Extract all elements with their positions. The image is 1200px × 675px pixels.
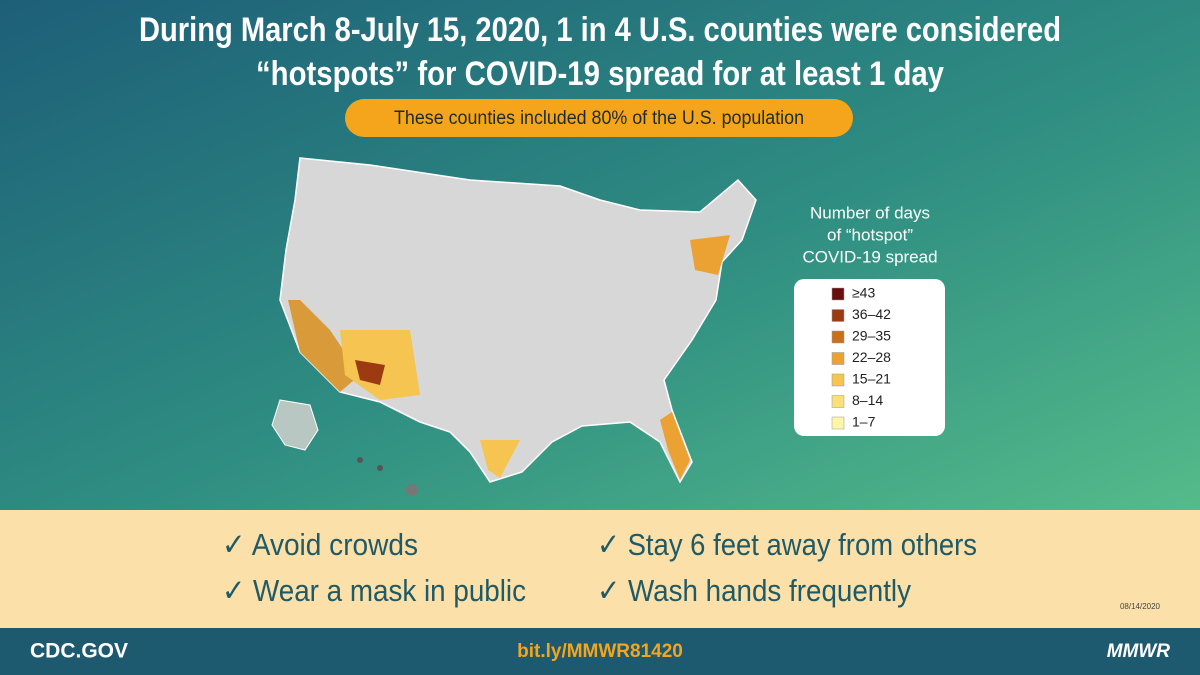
legend-label: 15–21 — [852, 371, 891, 387]
hawaii — [357, 457, 363, 463]
hotspot-area — [355, 360, 385, 385]
tip: ✓ Stay 6 feet away from others — [597, 527, 977, 562]
legend-label: 29–35 — [852, 328, 891, 344]
tips: ✓ Avoid crowds ✓ Stay 6 feet away from o… — [222, 527, 977, 608]
legend-title: Number of days — [810, 203, 930, 222]
legend-swatch — [831, 287, 845, 301]
alaska — [271, 399, 319, 451]
footer-link[interactable]: bit.ly/MMWR81420 — [517, 641, 683, 662]
hotspot-area — [288, 300, 360, 392]
legend-swatch — [831, 373, 845, 387]
footer-band — [0, 628, 1200, 675]
legend-label: 22–28 — [852, 349, 891, 365]
legend-swatch — [831, 330, 845, 344]
legend-swatch — [831, 352, 845, 365]
map — [271, 157, 757, 496]
legend-swatch — [831, 395, 845, 408]
subtitle-pill — [345, 99, 853, 137]
legend-label: 8–14 — [852, 392, 883, 408]
hotspot-area — [690, 235, 730, 275]
subtitle: These counties included 80% of the U.S. … — [394, 108, 804, 129]
hotspot-area — [480, 440, 520, 478]
title-line: “hotspots” for COVID-19 spread for at le… — [256, 55, 944, 93]
legend-swatch — [831, 416, 845, 430]
legend-label: 1–7 — [852, 414, 876, 430]
footer-site: CDC.GOV — [30, 640, 128, 663]
hotspot-area — [660, 412, 690, 480]
tip: ✓ Avoid crowds — [222, 527, 418, 562]
legend: Number of days of “hotspot” COVID-19 spr… — [794, 203, 945, 436]
legend-title: COVID-19 spread — [802, 247, 937, 266]
legend-swatch — [831, 309, 845, 322]
us-outline — [279, 157, 757, 484]
footer-brand: MMWR — [1107, 641, 1171, 662]
tip: ✓ Wash hands frequently — [597, 573, 911, 608]
hawaii — [377, 465, 383, 471]
date: 08/14/2020 — [1120, 602, 1161, 611]
legend-label: ≥43 — [852, 285, 875, 301]
hawaii — [406, 484, 418, 496]
legend-label: 36–42 — [852, 306, 891, 322]
title-line: During March 8-July 15, 2020, 1 in 4 U.S… — [139, 11, 1061, 49]
tip: ✓ Wear a mask in public — [222, 573, 526, 608]
legend-title: of “hotspot” — [827, 225, 913, 244]
tips-band — [0, 510, 1200, 628]
